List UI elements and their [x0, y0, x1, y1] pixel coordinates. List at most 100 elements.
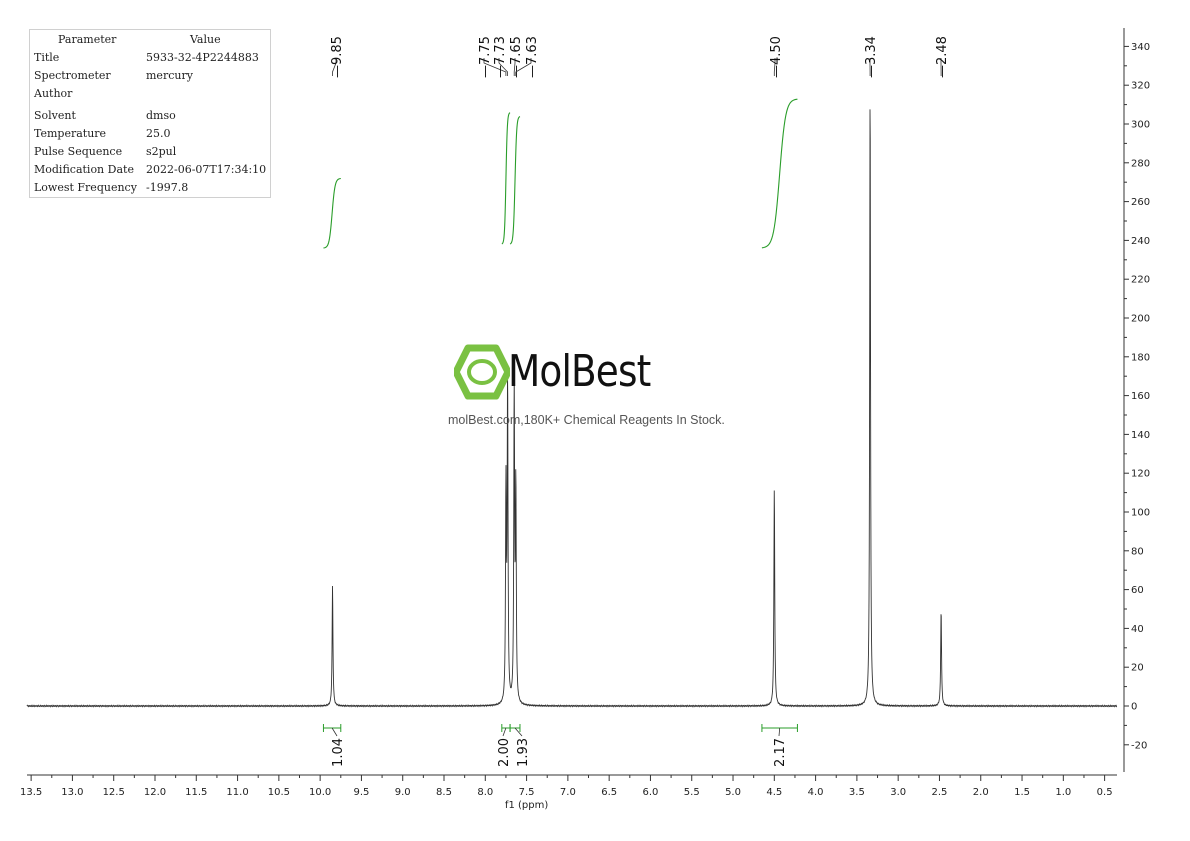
parameter-row: Author	[30, 86, 270, 102]
integral-curve	[509, 116, 521, 245]
x-tick-label: 12.0	[144, 787, 166, 798]
integral-value-label: 1.04	[331, 738, 346, 767]
y-tick-label: 260	[1131, 197, 1150, 208]
x-tick-label: 13.5	[20, 787, 42, 798]
integral-curve	[323, 177, 341, 249]
parameter-value: 25.0	[146, 127, 171, 140]
parameter-key: Modification Date	[34, 163, 134, 176]
integral-connector	[331, 727, 338, 737]
y-tick-label: 180	[1131, 352, 1150, 363]
y-tick-label: 120	[1131, 469, 1150, 480]
watermark-tagline: molBest.com,180K+ Chemical Reagents In S…	[448, 413, 725, 427]
integral-curve	[761, 98, 798, 249]
benzene-ring-icon	[454, 344, 510, 400]
peak-leader-line	[773, 58, 776, 76]
parameter-key: Lowest Frequency	[34, 181, 137, 194]
parameter-row: Spectrometer mercury	[30, 68, 270, 84]
x-tick-label: 7.0	[560, 787, 576, 798]
peak-label: —9.85	[330, 36, 345, 78]
x-tick-label: 9.5	[353, 787, 369, 798]
x-tick-label: 3.0	[890, 787, 906, 798]
x-tick-label: 2.5	[932, 787, 948, 798]
y-tick-label: 320	[1131, 81, 1150, 92]
integral-value-label: 2.17	[773, 738, 788, 767]
y-tick-label: 80	[1131, 546, 1144, 557]
y-tick-label: 100	[1131, 508, 1150, 519]
x-tick-label: 8.0	[477, 787, 493, 798]
y-tick-label: 140	[1131, 430, 1150, 441]
parameter-row: Title 5933-32-4P2244883	[30, 50, 270, 66]
parameter-row: Solvent dmso	[30, 108, 270, 124]
parameter-key: Temperature	[34, 127, 107, 140]
parameter-key: Pulse Sequence	[34, 145, 123, 158]
x-tick-label: 10.5	[268, 787, 290, 798]
x-tick-label: 6.5	[601, 787, 617, 798]
parameter-table: Parameter Value Title 5933-32-4P2244883 …	[29, 29, 271, 198]
peak-leader-line	[483, 58, 507, 76]
y-tick-label: 160	[1131, 391, 1150, 402]
parameter-row: Pulse Sequence s2pul	[30, 144, 270, 160]
peak-label: —4.50	[769, 36, 784, 78]
peak-leader-line	[515, 58, 532, 76]
y-tick-label: 40	[1131, 624, 1144, 635]
peak-label: —7.65	[509, 36, 524, 78]
x-tick-label: 1.0	[1055, 787, 1071, 798]
parameter-row: Modification Date 2022-06-07T17:34:10	[30, 162, 270, 178]
peak-leader-line	[332, 58, 337, 76]
parameter-value: dmso	[146, 109, 176, 122]
x-tick-label: 10.0	[309, 787, 331, 798]
integral-connector	[778, 727, 781, 737]
x-tick-label: 3.5	[849, 787, 865, 798]
peak-label: —3.34	[864, 36, 879, 78]
watermark-brand: MolBest	[508, 346, 651, 397]
parameter-value: mercury	[146, 69, 193, 82]
integral-curves	[323, 98, 798, 249]
parameter-value: 2022-06-07T17:34:10	[146, 163, 267, 176]
y-tick-label: 0	[1131, 702, 1137, 713]
parameter-table-header: Parameter Value	[30, 32, 270, 48]
x-tick-label: 4.0	[808, 787, 824, 798]
y-tick-label: 20	[1131, 663, 1144, 674]
y-tick-label: 340	[1131, 42, 1150, 53]
x-tick-label: 11.5	[185, 787, 207, 798]
value-header: Value	[190, 33, 221, 46]
x-axis-label: f1 (ppm)	[505, 800, 548, 811]
peak-leader-line	[513, 58, 516, 76]
x-tick-label: 4.5	[766, 787, 782, 798]
parameter-value: 5933-32-4P2244883	[146, 51, 259, 64]
integral-connector	[514, 727, 523, 737]
x-axis: 13.5 13.0 12.5 12.0 11.5 11.0 10.5 10.0 9.5 9.0 8.…	[20, 774, 1117, 798]
x-tick-label: 5.0	[725, 787, 741, 798]
peak-label: —2.48	[935, 36, 950, 78]
x-tick-label: 13.0	[61, 787, 83, 798]
x-tick-label: 2.0	[973, 787, 989, 798]
peak-leader-line	[498, 58, 508, 76]
peak-label: —7.63	[525, 36, 540, 78]
x-tick-label: 7.5	[519, 787, 535, 798]
y-tick-label: 200	[1131, 314, 1150, 325]
x-tick-label: 8.5	[436, 787, 452, 798]
x-tick-label: 6.0	[642, 787, 658, 798]
parameter-value: s2pul	[146, 145, 177, 158]
integral-value-label: 2.00	[497, 738, 512, 767]
parameter-row: Temperature 25.0	[30, 126, 270, 142]
y-tick-label: 280	[1131, 158, 1150, 169]
y-tick-label: -20	[1131, 740, 1147, 751]
y-tick-label: 60	[1131, 585, 1144, 596]
x-tick-label: 5.5	[684, 787, 700, 798]
integral-value-label: 1.93	[516, 738, 531, 767]
parameter-row: Lowest Frequency -1997.8	[30, 180, 270, 196]
peak-label: —7.75	[478, 36, 493, 78]
peak-label: —7.73	[493, 36, 508, 78]
parameter-key: Spectrometer	[34, 69, 111, 82]
peak-labels: —9.85 —7.75 —7.73 —7.65 —7.63 —4.50 —3.34 —2.48	[330, 36, 950, 78]
parameter-key: Title	[34, 51, 60, 64]
y-axis: -20 0 20 40 60 80 100 120 140 160 180 200 220 240 260 2…	[1123, 28, 1150, 772]
y-tick-label: 240	[1131, 236, 1150, 247]
integral-connector	[502, 727, 507, 737]
integral-curve	[501, 112, 511, 245]
parameter-key: Solvent	[34, 109, 76, 122]
integral-brackets: 1.04 2.00 1.93 2.17	[322, 724, 798, 767]
x-tick-label: 0.5	[1097, 787, 1113, 798]
